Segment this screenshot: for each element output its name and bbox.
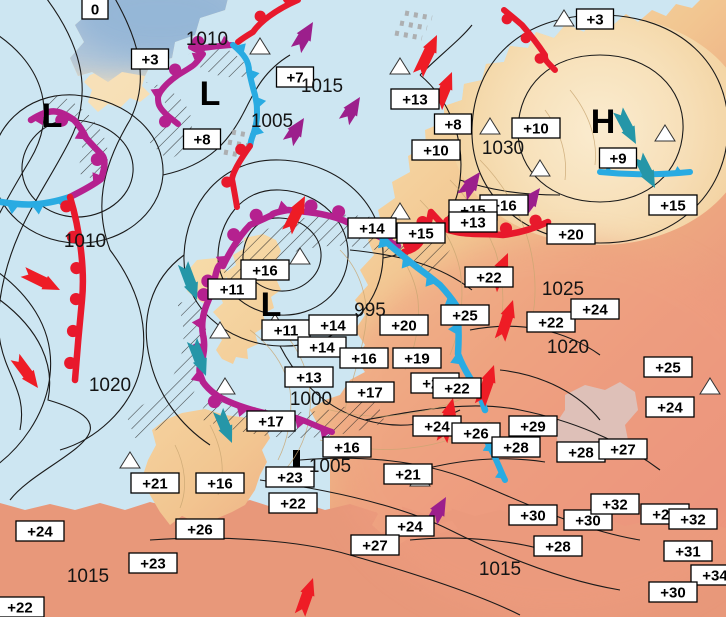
svg-text:+14: +14 [359,221,385,238]
svg-text:1010: 1010 [64,231,106,252]
svg-text:+15: +15 [408,226,433,243]
svg-text:+28: +28 [568,445,593,462]
svg-text:1015: 1015 [301,76,343,97]
svg-text:1000: 1000 [290,389,332,410]
svg-text:+28: +28 [545,539,570,556]
svg-text:+28: +28 [503,440,528,457]
svg-text:1015: 1015 [67,566,109,587]
svg-text:+25: +25 [655,360,680,377]
svg-text:L: L [42,97,63,135]
svg-text:+14: +14 [320,318,346,335]
svg-text:+11: +11 [274,323,299,340]
svg-text:+30: +30 [520,508,545,525]
svg-text:+25: +25 [452,308,477,325]
svg-text:+3: +3 [141,52,158,69]
svg-text:+14: +14 [309,340,335,357]
svg-text:+10: +10 [423,143,448,160]
svg-text:+8: +8 [444,117,461,134]
svg-text:+24: +24 [397,519,423,536]
svg-text:+21: +21 [142,476,167,493]
svg-text:+30: +30 [575,513,600,530]
svg-text:+24: +24 [582,302,608,319]
svg-text:1020: 1020 [89,375,131,396]
svg-text:+27: +27 [610,442,635,459]
svg-text:+3: +3 [586,12,603,29]
svg-text:+24: +24 [27,524,53,541]
svg-text:+24: +24 [657,400,683,417]
svg-text:+19: +19 [404,351,429,368]
svg-text:+22: +22 [280,496,305,513]
svg-text:+10: +10 [523,121,548,138]
svg-text:+17: +17 [258,414,283,431]
svg-text:1020: 1020 [547,337,589,358]
svg-text:L: L [261,286,282,324]
svg-text:+27: +27 [362,538,387,555]
svg-text:+32: +32 [602,497,627,514]
svg-text:+21: +21 [395,467,420,484]
svg-text:+13: +13 [402,92,427,109]
svg-text:+30: +30 [660,585,685,602]
svg-text:+20: +20 [558,227,583,244]
svg-text:+22: +22 [538,315,563,332]
svg-text:+22: +22 [7,600,32,617]
svg-text:+17: +17 [357,385,382,402]
svg-text:1015: 1015 [479,559,521,580]
svg-text:+26: +26 [463,426,488,443]
svg-text:+15: +15 [660,198,685,215]
svg-text:+16: +16 [334,440,359,457]
svg-text:+16: +16 [207,476,232,493]
svg-text:L: L [200,75,221,113]
svg-text:1005: 1005 [251,111,293,132]
svg-text:+24: +24 [424,419,450,436]
svg-text:+31: +31 [675,544,700,561]
svg-text:+9: +9 [609,151,626,168]
svg-text:1030: 1030 [482,138,524,159]
svg-text:995: 995 [354,300,386,321]
svg-text:+20: +20 [391,318,416,335]
svg-text:+8: +8 [193,132,210,149]
svg-text:+16: +16 [252,263,277,280]
svg-text:1005: 1005 [309,456,351,477]
svg-text:+23: +23 [277,470,302,487]
svg-text:+22: +22 [444,381,469,398]
svg-text:0: 0 [91,2,99,19]
svg-text:+22: +22 [476,270,501,287]
svg-text:1010: 1010 [186,29,228,50]
svg-text:+13: +13 [460,215,485,232]
svg-text:1025: 1025 [542,279,584,300]
svg-text:+16: +16 [351,351,376,368]
svg-text:+32: +32 [680,512,705,529]
svg-text:+11: +11 [220,282,245,299]
svg-text:+23: +23 [140,556,165,573]
svg-text:+13: +13 [296,370,321,387]
svg-text:H: H [591,103,616,141]
svg-text:+29: +29 [520,419,545,436]
svg-text:+34: +34 [702,568,726,585]
svg-text:+26: +26 [187,522,212,539]
